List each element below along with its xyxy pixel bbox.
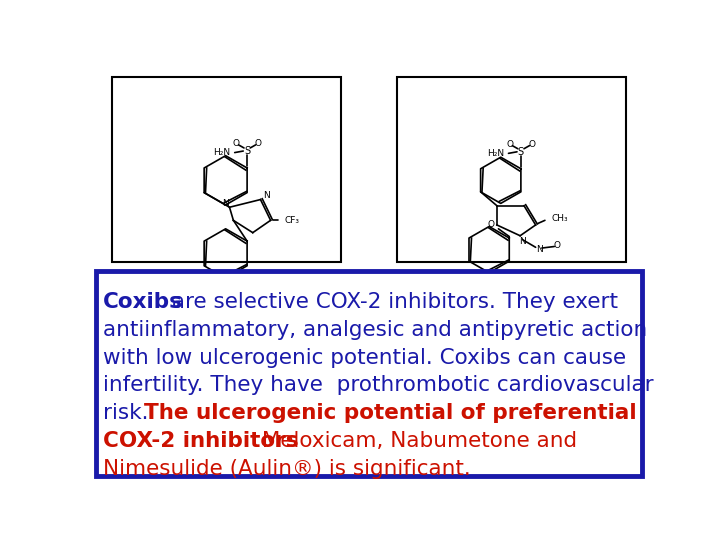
Text: O: O — [254, 139, 261, 148]
Text: Celecoxib: Celecoxib — [197, 287, 254, 297]
Text: CH₃: CH₃ — [551, 214, 568, 224]
Text: H₃C: H₃C — [195, 278, 212, 286]
Text: O: O — [233, 139, 240, 148]
Text: antiinflammatory, analgesic and antipyretic action: antiinflammatory, analgesic and antipyre… — [104, 320, 647, 340]
Text: O: O — [553, 241, 560, 250]
Text: are selective COX-2 inhibitors. They exert: are selective COX-2 inhibitors. They exe… — [166, 292, 618, 312]
Text: N: N — [264, 191, 270, 200]
Text: O: O — [507, 140, 513, 149]
Text: Valdecoxib: Valdecoxib — [469, 281, 533, 292]
Text: N: N — [222, 199, 229, 208]
Text: COX-2 inhibitors: COX-2 inhibitors — [104, 431, 299, 451]
Text: O: O — [528, 140, 535, 149]
Text: N: N — [519, 238, 526, 246]
Text: Meloxicam, Nabumetone and: Meloxicam, Nabumetone and — [255, 431, 577, 451]
Text: Coxibs: Coxibs — [104, 292, 184, 312]
Bar — [96, 271, 642, 476]
Text: infertility. They have  prothrombotic cardiovascular: infertility. They have prothrombotic car… — [104, 375, 654, 395]
Text: O: O — [487, 220, 494, 230]
Text: with low ulcerogenic potential. Coxibs can cause: with low ulcerogenic potential. Coxibs c… — [104, 348, 626, 368]
Text: CF₃: CF₃ — [284, 216, 300, 225]
Text: The ulcerogenic potential of preferential: The ulcerogenic potential of preferentia… — [144, 403, 636, 423]
Text: S: S — [244, 146, 250, 156]
Text: N: N — [536, 245, 543, 254]
Text: H₂N: H₂N — [213, 148, 230, 157]
Bar — [397, 77, 626, 262]
Text: Nimesulide (Aulin®) is significant.: Nimesulide (Aulin®) is significant. — [104, 458, 471, 478]
Text: S: S — [518, 147, 524, 157]
Text: risk.: risk. — [104, 403, 156, 423]
Bar — [112, 77, 341, 262]
Text: H₂N: H₂N — [487, 149, 504, 158]
